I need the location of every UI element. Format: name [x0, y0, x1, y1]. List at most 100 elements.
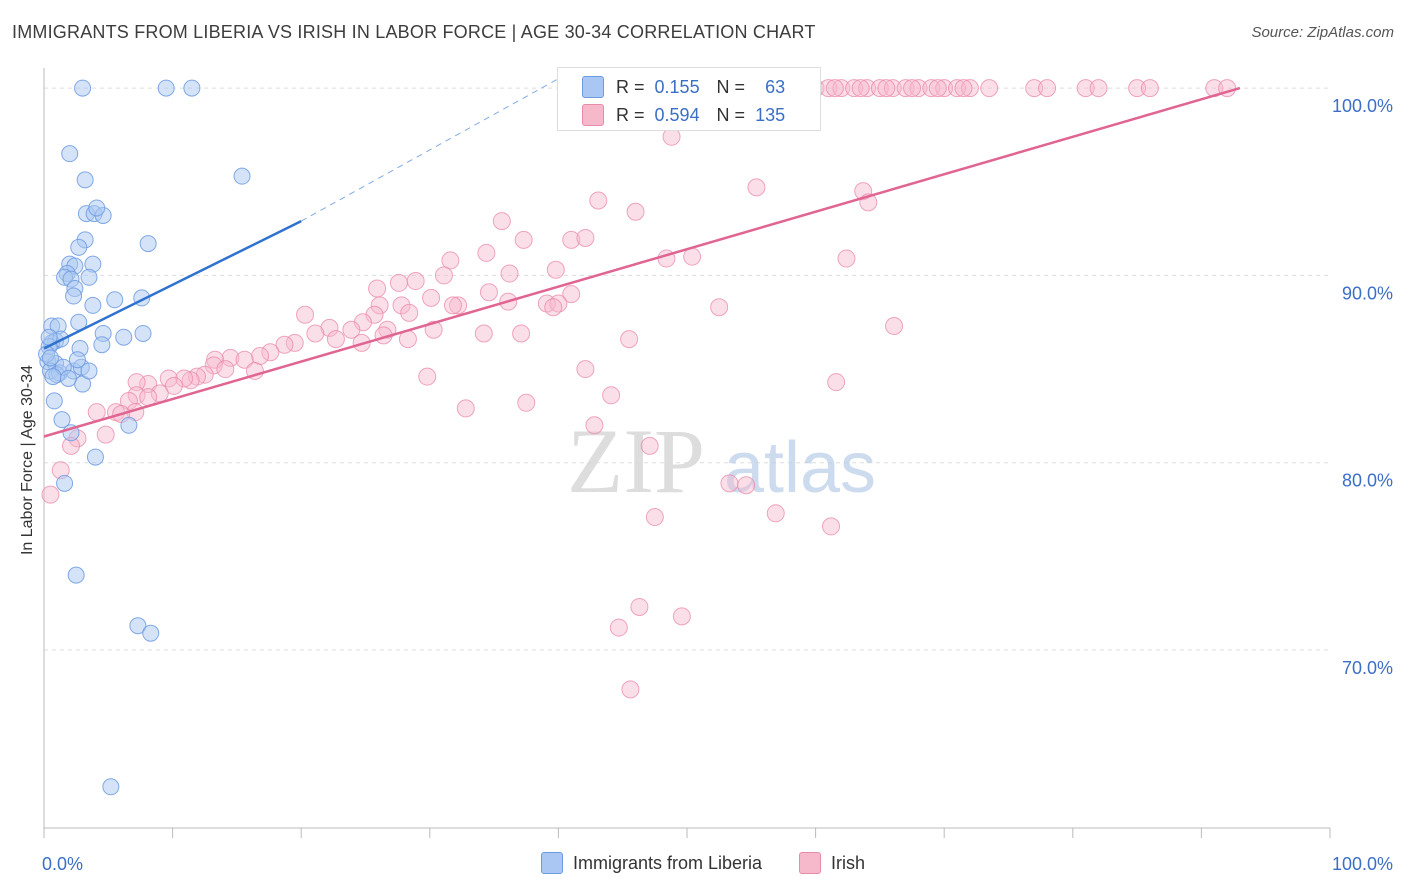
- y-tick-label: 80.0%: [1342, 471, 1393, 491]
- stats-r-label-irish: R =: [616, 104, 645, 125]
- data-point-irish: [96, 425, 115, 444]
- stats-r-label-liberia: R =: [616, 76, 645, 97]
- data-point-irish: [877, 79, 896, 98]
- data-point-irish: [456, 399, 475, 418]
- data-point-irish: [909, 79, 928, 98]
- stats-swatch-liberia: [582, 76, 604, 98]
- data-point-irish: [1038, 79, 1057, 98]
- data-point-irish: [589, 191, 608, 210]
- data-point-irish: [406, 272, 425, 291]
- data-point-irish: [400, 303, 419, 322]
- data-point-liberia: [120, 416, 138, 434]
- data-point-irish: [175, 369, 194, 388]
- data-point-irish: [261, 343, 280, 362]
- data-point-irish: [1076, 79, 1095, 98]
- data-point-irish: [206, 350, 225, 369]
- data-point-irish: [422, 288, 441, 307]
- stats-row-irish: R = 0.594 N = 135: [558, 100, 785, 130]
- legend-label-irish: Irish: [831, 852, 866, 873]
- series-liberia: [38, 79, 251, 796]
- watermark-zip: ZIP: [567, 410, 705, 512]
- data-point-liberia: [65, 287, 83, 305]
- data-point-irish: [443, 296, 462, 315]
- stats-r-value-liberia: 0.155: [654, 76, 700, 97]
- data-point-liberia: [129, 617, 147, 635]
- data-point-irish: [87, 403, 106, 422]
- data-point-liberia: [102, 778, 120, 796]
- data-point-irish: [954, 79, 973, 98]
- data-point-liberia: [68, 351, 86, 369]
- data-point-irish: [389, 273, 408, 292]
- data-point-irish: [251, 346, 270, 365]
- data-point-irish: [576, 228, 595, 247]
- data-point-irish: [766, 504, 785, 523]
- data-point-liberia: [93, 336, 111, 354]
- series-irish: [41, 79, 1237, 699]
- data-point-irish: [474, 324, 493, 343]
- data-point-irish: [221, 348, 240, 367]
- x-tick-label: 0.0%: [42, 854, 83, 874]
- data-point-liberia: [106, 291, 124, 309]
- data-point-liberia: [80, 362, 98, 380]
- data-point-liberia: [53, 411, 71, 429]
- data-point-liberia: [41, 349, 59, 367]
- stats-row-liberia: R = 0.155 N = 63: [558, 72, 785, 102]
- data-point-irish: [885, 316, 904, 335]
- data-point-liberia: [157, 79, 175, 97]
- data-point-irish: [922, 79, 941, 98]
- stats-swatch-irish: [582, 104, 604, 126]
- bottom-legend: Immigrants from Liberia Irish: [0, 852, 1406, 879]
- data-point-irish: [392, 296, 411, 315]
- watermark: ZIP atlas: [567, 410, 876, 512]
- data-point-irish: [512, 324, 531, 343]
- data-point-irish: [41, 485, 60, 504]
- data-point-irish: [181, 371, 200, 390]
- data-point-irish: [585, 416, 604, 435]
- data-point-liberia: [76, 171, 94, 189]
- data-point-irish: [1089, 79, 1108, 98]
- data-point-irish: [870, 79, 889, 98]
- stats-legend: R = 0.155 N = 63 R = 0.594 N = 135: [557, 67, 821, 131]
- data-point-liberia: [84, 296, 102, 314]
- y-axis-title: In Labor Force | Age 30-34: [19, 364, 36, 556]
- legend-swatch-irish: [799, 852, 822, 874]
- x-tick-label: 100.0%: [1332, 854, 1393, 874]
- data-point-irish: [845, 79, 864, 98]
- data-point-liberia: [44, 368, 62, 386]
- data-point-irish: [500, 264, 519, 283]
- data-point-irish: [672, 607, 691, 626]
- stats-n-label-irish: N =: [716, 104, 746, 125]
- data-point-irish: [630, 597, 649, 616]
- data-point-irish: [296, 305, 315, 324]
- data-point-irish: [832, 79, 851, 98]
- data-point-irish: [1128, 79, 1147, 98]
- data-point-irish: [1140, 79, 1159, 98]
- y-tick-label: 90.0%: [1342, 283, 1393, 303]
- data-point-irish: [960, 79, 979, 98]
- data-point-irish: [827, 373, 846, 392]
- trendline-liberia-extension: [300, 78, 559, 222]
- data-point-irish: [948, 79, 967, 98]
- data-point-liberia: [115, 328, 133, 346]
- stats-r-value-irish: 0.594: [654, 104, 700, 125]
- data-point-irish: [576, 360, 595, 379]
- y-tick-label: 100.0%: [1332, 96, 1393, 116]
- data-point-irish: [235, 350, 254, 369]
- data-point-liberia: [74, 79, 92, 97]
- data-point-irish: [620, 330, 639, 349]
- data-point-irish: [320, 318, 339, 337]
- data-point-liberia: [183, 79, 201, 97]
- data-point-irish: [683, 247, 702, 266]
- stats-n-value-irish: 135: [755, 104, 786, 125]
- data-point-irish: [477, 243, 496, 262]
- data-point-liberia: [88, 199, 106, 217]
- data-point-irish: [492, 212, 511, 231]
- data-point-irish: [216, 360, 235, 379]
- y-tick-label: 70.0%: [1342, 658, 1393, 678]
- watermark-atlas: atlas: [724, 428, 876, 508]
- chart-title: IMMIGRANTS FROM LIBERIA VS IRISH IN LABO…: [12, 22, 816, 42]
- data-point-irish: [626, 202, 645, 221]
- data-point-irish: [822, 517, 841, 536]
- data-point-liberia: [56, 474, 74, 492]
